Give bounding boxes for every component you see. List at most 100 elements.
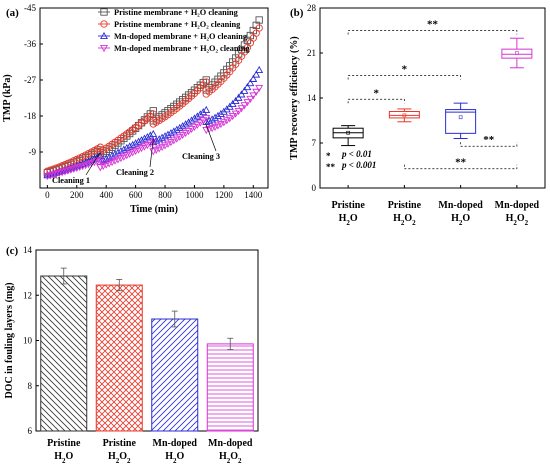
- bar-1: [95, 279, 143, 432]
- data-point: [96, 156, 105, 165]
- data-point: [184, 118, 193, 126]
- note-text: p < 0.01: [341, 149, 372, 159]
- data-point: [178, 131, 187, 140]
- data-point: [243, 99, 252, 107]
- data-point: [119, 145, 128, 153]
- data-point: [169, 137, 178, 145]
- x-tick-label: 1200: [215, 190, 234, 200]
- panel-label: (c): [6, 245, 19, 257]
- y-tick-label: 10: [23, 336, 33, 346]
- data-point: [216, 120, 225, 129]
- y-tick-label: 7: [312, 138, 317, 148]
- category-sublabel: H2O: [339, 213, 358, 227]
- data-point: [161, 132, 169, 140]
- category-label: Pristine: [331, 200, 365, 211]
- significance-bracket: [347, 75, 461, 80]
- mean-marker: [458, 115, 463, 120]
- significance-stars: **: [483, 134, 495, 146]
- box-body: [501, 48, 533, 59]
- data-point: [140, 134, 149, 142]
- mean-marker: [515, 51, 519, 55]
- significance-stars: **: [427, 19, 439, 31]
- data-point: [52, 168, 61, 176]
- y-tick-label: 14: [23, 245, 33, 255]
- category-sublabel: H2O2: [108, 451, 131, 465]
- data-point: [134, 137, 143, 145]
- category-sublabel: H2O2: [393, 213, 416, 227]
- data-point: [214, 111, 222, 119]
- data-point: [208, 115, 217, 123]
- category-sublabel: H2O2: [219, 451, 242, 465]
- data-point: [125, 150, 134, 158]
- data-point: [172, 125, 181, 133]
- category-label: Mn-doped: [153, 438, 198, 449]
- data-point: [166, 139, 175, 147]
- x-tick-label: 200: [70, 190, 84, 200]
- legend-marker: [100, 20, 108, 28]
- panel-c: (c) 6 8 10 12 14 DOC in fouling layers (mg) Pri…: [4, 245, 259, 465]
- series-2: [43, 65, 264, 179]
- data-point: [222, 117, 231, 125]
- data-point: [249, 92, 258, 100]
- data-point: [187, 116, 196, 124]
- data-point: [240, 102, 249, 110]
- data-point: [146, 131, 155, 139]
- significance-bracket: [347, 98, 405, 104]
- note-stars: **: [326, 162, 336, 172]
- data-point: [149, 107, 157, 115]
- bar: [151, 318, 199, 432]
- data-point: [55, 167, 64, 176]
- y-tick-label: 12: [23, 290, 32, 300]
- data-point: [143, 132, 152, 141]
- data-point: [137, 136, 146, 144]
- data-point: [158, 143, 167, 152]
- category-label: Pristine: [388, 200, 422, 211]
- plot-frame: [39, 7, 269, 189]
- annotation-arrow: [205, 122, 217, 152]
- data-point: [181, 120, 190, 128]
- data-point: [234, 93, 243, 101]
- data-point: [140, 143, 149, 151]
- data-point: [84, 157, 93, 165]
- significance-bracket: [404, 164, 518, 170]
- data-point: [193, 121, 202, 129]
- data-point: [237, 90, 246, 98]
- y-tick-label: 6: [28, 426, 33, 436]
- data-point: [246, 95, 255, 104]
- legend-marker: [100, 8, 108, 16]
- annotation-arrow: [149, 138, 154, 168]
- data-point: [205, 116, 214, 124]
- category-sublabel: H2O2: [506, 213, 529, 227]
- data-point: [211, 113, 220, 121]
- data-point: [175, 123, 184, 132]
- bar-0: [40, 267, 88, 432]
- data-point: [199, 108, 208, 116]
- y-tick-label: -36: [24, 39, 36, 49]
- note-text: p < 0.001: [341, 160, 376, 170]
- x-tick-label: 1000: [185, 190, 204, 200]
- data-point: [119, 153, 128, 161]
- data-point: [255, 24, 263, 32]
- data-point: [252, 88, 261, 96]
- legend-entry: Mn-doped membrane + H₂O₂ cleaning: [114, 44, 250, 53]
- cleaning-annotation: Cleaning 1: [52, 176, 90, 185]
- x-axis-label: Time (min): [130, 204, 178, 215]
- data-point: [178, 122, 187, 130]
- data-point: [246, 78, 255, 87]
- data-point: [164, 130, 172, 138]
- significance-bracket: [347, 30, 518, 35]
- data-point: [240, 86, 249, 94]
- data-point: [202, 105, 211, 114]
- cleaning-annotation: Cleaning 2: [116, 168, 154, 177]
- y-tick-label: -27: [24, 75, 36, 85]
- data-point: [252, 70, 261, 78]
- legend-entry: Pristine membrane + H₂O₂ cleaning: [114, 20, 241, 29]
- panel-label: (a): [6, 7, 19, 19]
- mean-marker: [346, 130, 350, 135]
- y-axis-label: TMP (kPa): [2, 74, 13, 122]
- x-tick-label: 1400: [244, 190, 263, 200]
- bar-3: [206, 337, 254, 432]
- data-point: [169, 127, 178, 135]
- data-point: [152, 146, 161, 154]
- data-point: [193, 112, 202, 120]
